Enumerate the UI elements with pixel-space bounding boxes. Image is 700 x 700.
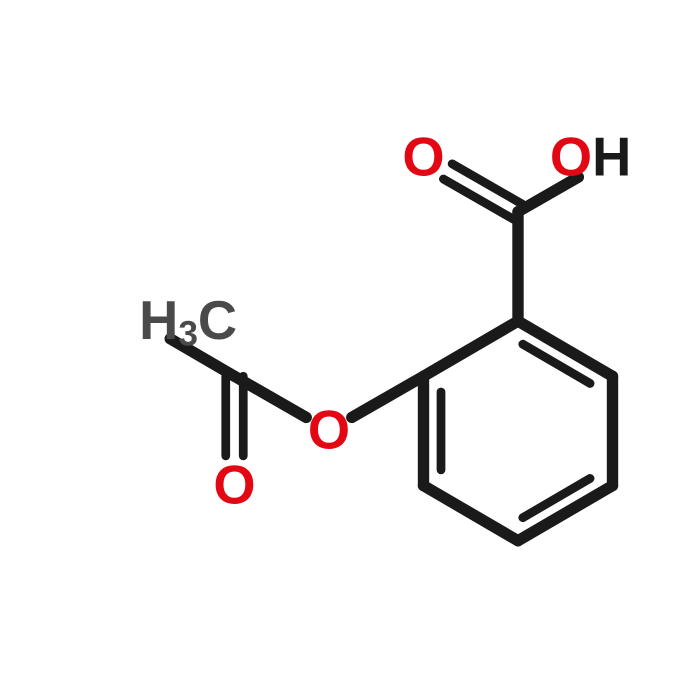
molecule-diagram: OOHOOH3C xyxy=(0,0,700,700)
atom-cooh_o_dbl: O xyxy=(402,128,444,188)
atom-cooh_oh: OH xyxy=(550,128,631,188)
atoms-layer: OOHOOH3C xyxy=(139,128,631,516)
atom-ch3: H3C xyxy=(139,291,237,353)
atom-ester_o: O xyxy=(308,401,350,461)
atom-ester_o_dbl: O xyxy=(213,456,255,516)
